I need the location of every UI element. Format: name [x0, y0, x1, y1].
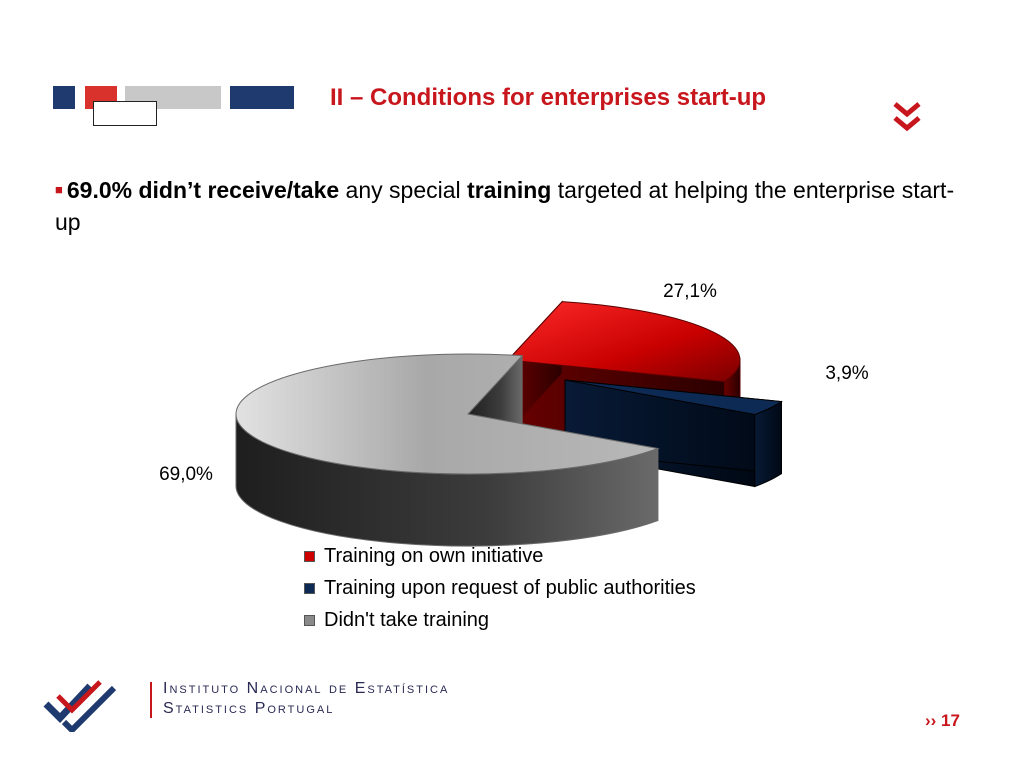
slice-public-authorities-top — [564, 379, 783, 416]
bullet-text-2: any special — [339, 177, 468, 203]
slice-no-training-top — [235, 353, 660, 475]
logo-line-1: Instituto Nacional de Estatística — [163, 680, 450, 697]
bullet-bold-2: training — [467, 177, 552, 203]
legend-swatch-grey — [304, 614, 315, 626]
legend-swatch-red — [304, 550, 315, 562]
legend-label: Training upon request of public authorit… — [324, 576, 696, 599]
bullet-point: ■ 69.0% didn’t receive/take any special t… — [55, 174, 955, 238]
page-number: ›› 17 — [925, 711, 960, 730]
legend-item-own-initiative: Training on own initiative — [304, 540, 696, 572]
bullet-text-3: targeted at helping the enterprise start… — [55, 177, 955, 235]
data-label-1: 3,9% — [825, 363, 868, 384]
slice-own-initiative-top — [506, 301, 741, 383]
ine-logo: Instituto Nacional de Estatística Statis… — [30, 672, 480, 732]
data-label-0: 27,1% — [663, 281, 717, 302]
header-deco-navy-block-2 — [230, 86, 294, 109]
data-label-2: 69,0% — [159, 464, 213, 485]
legend-label: Training on own initiative — [324, 544, 544, 567]
logo-line-2: Statistics Portugal — [163, 700, 335, 717]
slide-title: II – Conditions for enterprises start-up — [330, 84, 767, 111]
header-deco-navy-block-1 — [53, 86, 75, 109]
double-chevron-down-icon[interactable] — [892, 100, 922, 134]
legend-item-public-authorities: Training upon request of public authorit… — [304, 572, 696, 604]
ine-logo-mark-icon — [43, 680, 117, 732]
bullet-bold-1: 69.0% didn’t receive/take — [66, 177, 340, 203]
header-deco-outline-box — [93, 101, 157, 126]
logo-divider — [150, 682, 152, 718]
legend-swatch-navy — [304, 582, 315, 594]
legend-label: Didn't take training — [324, 608, 490, 631]
slice-public-authorities-rim — [754, 400, 783, 488]
bullet-square-icon: ■ — [55, 182, 63, 197]
chart-legend: Training on own initiative Training upon… — [304, 540, 696, 636]
legend-item-no-training: Didn't take training — [304, 604, 696, 636]
